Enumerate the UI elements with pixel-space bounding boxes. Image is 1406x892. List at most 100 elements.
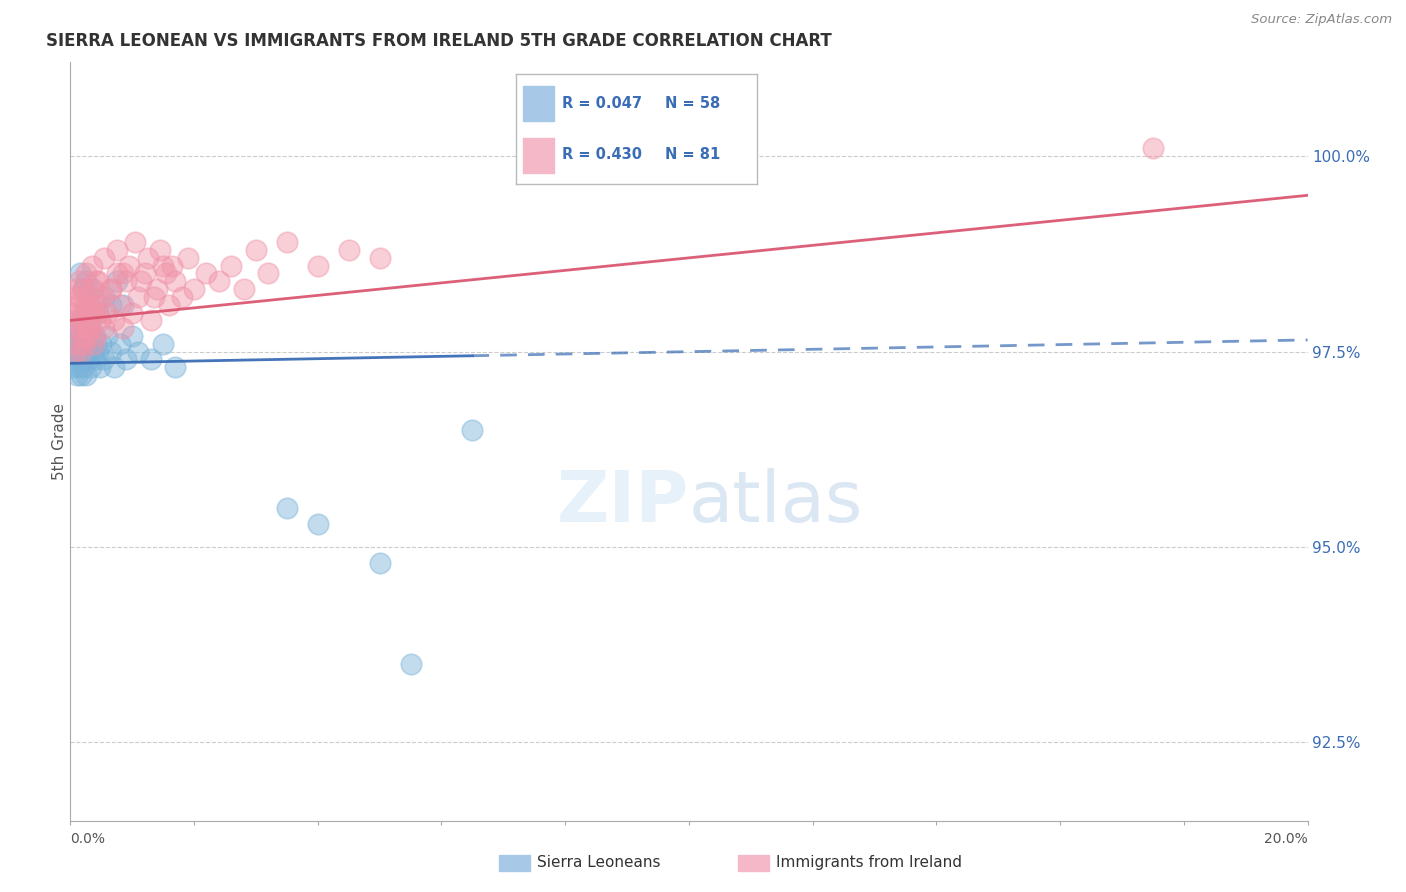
Point [75, 321, 97, 335]
Point [72, 360, 94, 375]
Point [76, 336, 98, 351]
Point [195, 267, 218, 281]
Point [93, 251, 115, 265]
Point [131, 274, 153, 288]
Point [115, 352, 138, 367]
Point [84, 329, 107, 343]
Point [77, 313, 100, 327]
Point [70, 368, 93, 383]
Point [65, 329, 87, 343]
Point [80, 360, 103, 375]
Point [162, 259, 184, 273]
Point [111, 267, 134, 281]
Point [82, 282, 104, 296]
Y-axis label: 5th Grade: 5th Grade [52, 403, 66, 480]
Point [80, 259, 103, 273]
Point [276, 235, 298, 250]
Point [72, 282, 94, 296]
Point [70, 329, 93, 343]
Point [67, 344, 90, 359]
Point [84, 336, 107, 351]
Point [170, 290, 193, 304]
Point [66, 368, 89, 383]
Point [72, 344, 94, 359]
Text: Source: ZipAtlas.com: Source: ZipAtlas.com [1251, 13, 1392, 27]
Point [69, 313, 91, 327]
Text: 0.0%: 0.0% [70, 832, 105, 847]
Point [83, 305, 105, 319]
Point [65, 352, 87, 367]
Point [111, 298, 134, 312]
Point [136, 251, 159, 265]
Point [79, 305, 101, 319]
Point [83, 336, 105, 351]
Text: ZIP: ZIP [557, 467, 689, 537]
Point [72, 282, 94, 296]
Point [62, 305, 84, 319]
Point [165, 274, 187, 288]
Point [105, 274, 128, 288]
Point [83, 329, 105, 343]
Point [307, 259, 329, 273]
Point [1142, 141, 1164, 155]
Point [90, 290, 112, 304]
Point [368, 251, 391, 265]
Point [177, 251, 200, 265]
Point [76, 321, 98, 335]
Text: Immigrants from Ireland: Immigrants from Ireland [776, 855, 962, 870]
Point [65, 290, 87, 304]
Point [127, 290, 149, 304]
Point [257, 267, 280, 281]
Point [80, 282, 103, 296]
Point [103, 360, 125, 375]
Point [67, 274, 90, 288]
Point [152, 259, 174, 273]
Point [82, 344, 104, 359]
Point [93, 352, 115, 367]
Point [111, 321, 134, 335]
Point [79, 321, 101, 335]
Point [134, 267, 156, 281]
Point [75, 313, 97, 327]
Point [105, 267, 128, 281]
Point [93, 321, 115, 335]
Point [84, 352, 107, 367]
Point [100, 282, 122, 296]
Point [76, 329, 98, 343]
Point [66, 282, 89, 296]
Point [124, 235, 146, 250]
Point [149, 243, 172, 257]
Point [69, 352, 91, 367]
Point [69, 267, 91, 281]
Point [67, 336, 90, 351]
Point [75, 368, 97, 383]
Point [183, 282, 205, 296]
Point [337, 243, 360, 257]
Point [276, 500, 298, 515]
Text: Sierra Leoneans: Sierra Leoneans [537, 855, 661, 870]
Point [93, 290, 115, 304]
Point [87, 298, 110, 312]
Point [89, 360, 111, 375]
Text: atlas: atlas [689, 467, 863, 537]
Point [69, 344, 91, 359]
Point [100, 298, 122, 312]
Point [75, 305, 97, 319]
Point [152, 336, 174, 351]
Point [75, 321, 97, 335]
Point [146, 282, 169, 296]
Point [73, 336, 96, 351]
Point [245, 243, 267, 257]
Point [118, 259, 141, 273]
Point [87, 274, 110, 288]
Point [79, 298, 101, 312]
Point [399, 657, 422, 672]
Point [80, 321, 103, 335]
Point [139, 313, 162, 327]
Point [165, 360, 187, 375]
Point [69, 290, 91, 304]
Point [89, 313, 111, 327]
Point [108, 298, 131, 312]
Point [208, 274, 231, 288]
Point [108, 336, 131, 351]
